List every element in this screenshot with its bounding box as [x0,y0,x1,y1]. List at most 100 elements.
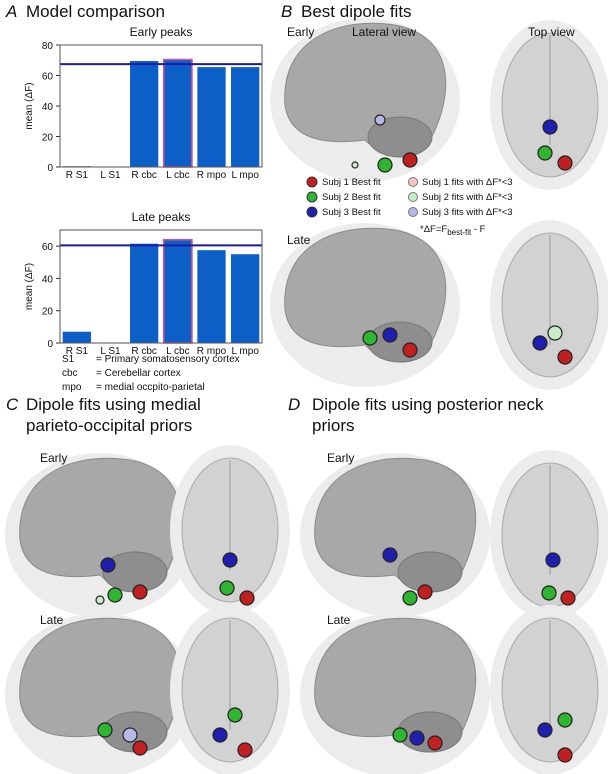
dipole [402,590,418,606]
dipole [122,727,138,743]
x-tick-label: R cbc [131,170,157,181]
view-label: Top view [528,25,575,39]
legend-marker [408,192,418,202]
chart-title: Late peaks [132,210,191,224]
legend-marker [306,176,318,188]
x-tick-label: R S1 [66,170,89,181]
legend-entry: Subj 1 fits with ΔF*<3 [422,177,513,188]
cerebellum [102,551,168,593]
x-tick-label: L cbc [166,346,190,357]
note-sub: best-fit [447,228,472,237]
abbr: S1 [62,354,75,365]
chart-title: Early peaks [130,25,193,39]
y-tick-label: 60 [42,242,54,253]
y-tick-label: 0 [47,339,53,350]
y-axis-label: mean (ΔF) [24,82,35,129]
panel-title: Model comparison [26,2,165,21]
row-label: Early [287,25,314,39]
panel-letter: C [6,395,19,414]
dipole [362,330,378,346]
note: *ΔF=Fbest-fit - F [420,224,486,237]
dipole [97,722,113,738]
dipole [132,584,148,600]
plot-frame [59,44,263,168]
abbr: mpo [62,382,82,393]
view-label: Lateral view [352,25,416,39]
bar [197,67,226,167]
x-tick-label: R mpo [197,170,227,181]
bar [130,61,159,168]
legend-entry: Subj 2 fits with ΔF*<3 [422,192,513,203]
y-axis-label: mean (ΔF) [24,263,35,310]
bar [162,58,193,168]
y-tick-label: 0 [47,163,53,174]
panel-letter: A [5,2,17,21]
panel-letter: B [281,2,292,21]
abbr: cbc [62,368,78,379]
dipole [377,157,393,173]
y-tick-label: 20 [42,133,54,144]
x-tick-label: L cbc [166,170,190,181]
charts: Early peaks mean (ΔF) 0 20 40 60 80 R S1 L S1 R c… [24,25,263,357]
dipole [537,722,553,738]
bar [231,254,260,343]
bar [62,331,91,343]
legend-marker [306,191,318,203]
legend-entry: Subj 2 Best fit [322,192,381,203]
dipole [227,707,243,723]
bar [197,250,226,343]
cerebellum [397,551,463,593]
row-label: Early [40,451,67,465]
panel-title: Best dipole fits [301,2,412,21]
dipole [537,145,553,161]
dipole [547,325,563,341]
panel-title: priors [312,416,355,435]
dipole [541,585,557,601]
dipole [237,742,253,758]
dipole [417,584,433,600]
dipole [409,730,425,746]
legend-marker [306,206,318,218]
note-part: - F [471,224,485,235]
dipole [219,580,235,596]
dipole [557,349,573,365]
legend-entry: Subj 1 Best fit [322,177,381,188]
panel-letter: D [288,395,300,414]
legend: Subj 1 Best fit Subj 2 Best fit Subj 3 B… [306,176,513,237]
legend-entry: Subj 3 fits with ΔF*<3 [422,207,513,218]
plot-frame [59,229,263,344]
dipole [107,587,123,603]
note-part: *ΔF=F [420,224,447,235]
dipole [382,547,398,563]
panel-title: Dipole fits using medial [26,395,201,414]
dipole [392,727,408,743]
dipole [532,335,548,351]
dipole [545,552,561,568]
legend-marker [408,207,418,217]
x-tick-label: L mpo [231,346,259,357]
dipole [222,552,238,568]
row-label: Late [327,613,351,627]
x-tick-label: R S1 [66,346,89,357]
dipole [212,727,228,743]
dipole [557,712,573,728]
x-tick-label: L S1 [100,170,121,181]
dipole [374,114,386,126]
dipole [132,740,148,756]
dipole [427,735,443,751]
dipole [351,161,359,169]
legend-entry: Subj 3 Best fit [322,207,381,218]
row-label: Late [287,233,311,247]
brain-renderings [5,18,608,774]
dipole [557,747,573,763]
y-tick-label: 40 [42,274,54,285]
y-tick-label: 80 [42,41,54,52]
panel-title: parieto-occipital priors [26,416,192,435]
row-label: Early [327,451,354,465]
dipole [402,342,418,358]
dipole [560,590,576,606]
x-tick-label: R mpo [197,346,227,357]
abbr-text: = Cerebellar cortex [96,368,181,379]
x-tick-label: L mpo [231,170,259,181]
